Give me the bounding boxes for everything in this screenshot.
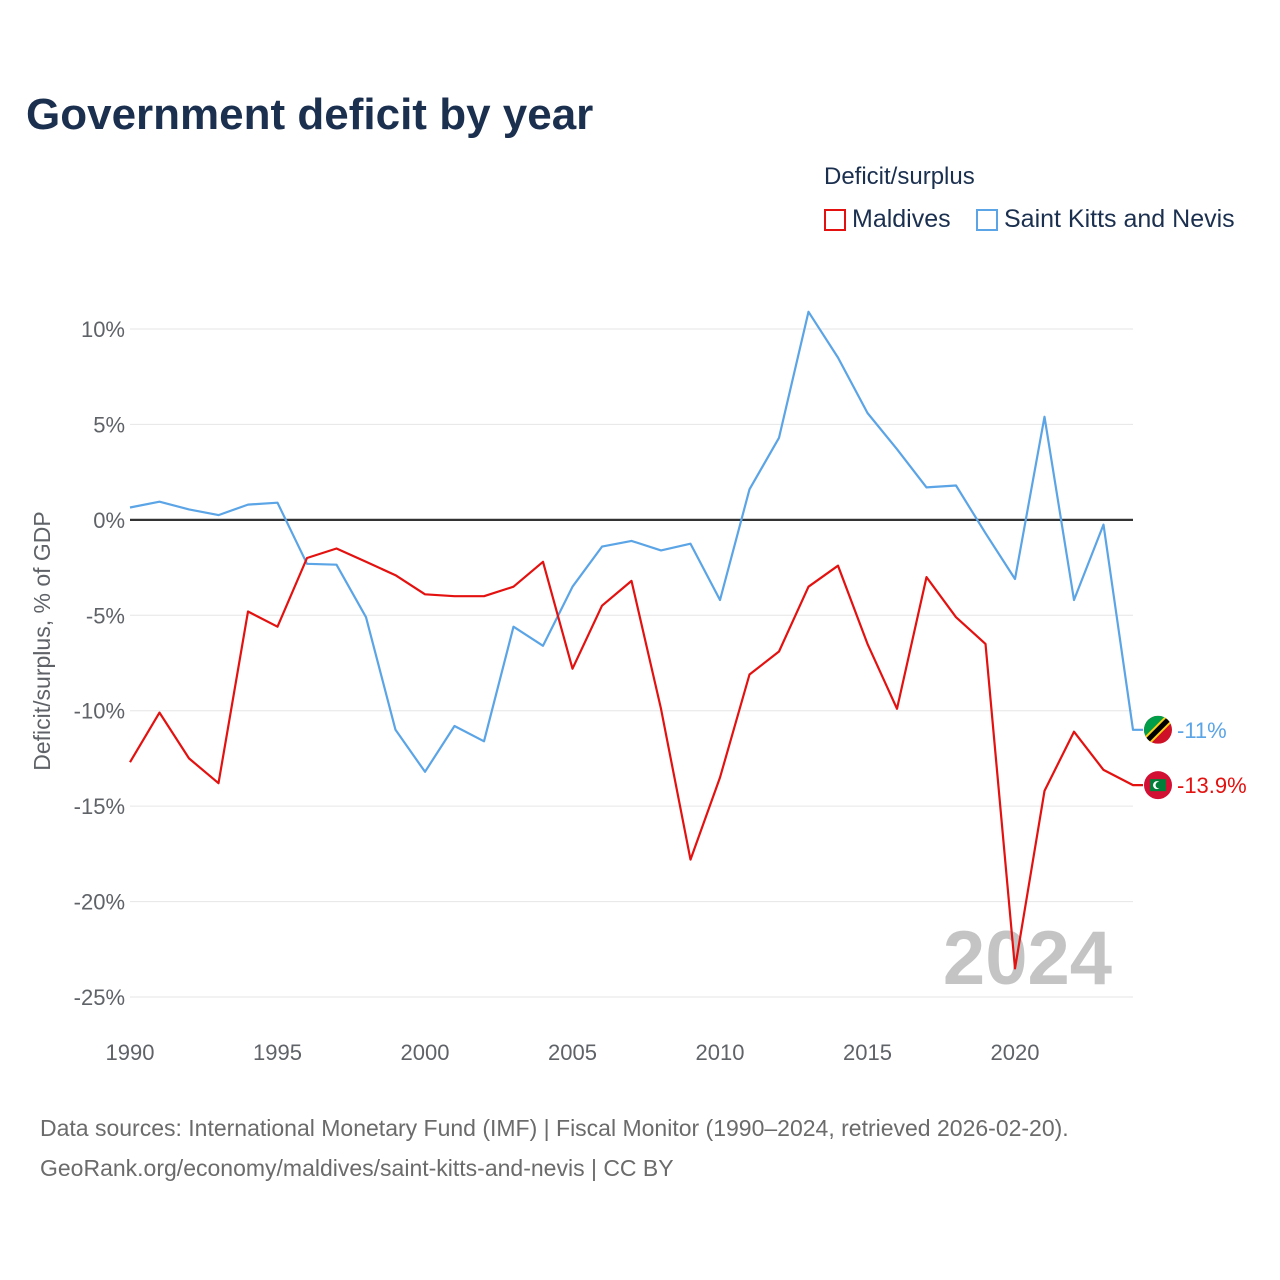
y-tick-label: 0% [93,508,125,533]
x-tick-label: 2010 [696,1040,745,1065]
end-label-saint-kitts-and-nevis: -11% [1177,718,1227,743]
y-axis: 10% 5% 0% -5% -10% -15% -20% -25% [74,317,125,1010]
saint-kitts-and-nevis-flag-icon [1144,715,1172,744]
gridlines [130,328,1133,998]
flag-body [1144,715,1172,744]
chart-title: Government deficit by year [26,90,594,139]
maldives-flag-icon [1144,771,1172,800]
legend-item-maldives[interactable]: Maldives [824,205,951,234]
x-tick-label: 2000 [401,1040,450,1065]
series-line-saint-kitts-and-nevis [129,310,1143,773]
y-axis-label: Deficit/surplus, % of GDP [29,511,55,770]
x-tick-label: 2015 [843,1040,892,1065]
series-lines [129,310,1143,970]
legend-label-maldives: Maldives [852,205,951,233]
legend-swatch-saint-kitts-and-nevis [976,208,998,231]
x-tick-label: 1995 [253,1040,302,1065]
legend-title: Deficit/surplus [824,163,975,190]
end-markers: -11% -13.9% [1144,715,1247,800]
y-tick-label: -10% [74,699,125,724]
y-tick-label: -15% [74,794,125,819]
flag-crescent-cut [1155,781,1163,789]
year-watermark: 2024 [943,916,1112,1001]
legend-swatch-maldives [824,208,846,231]
y-tick-label: 5% [93,412,125,437]
series-line-maldives [129,547,1143,970]
end-label-maldives: -13.9% [1177,773,1247,798]
x-tick-label: 1990 [106,1040,155,1065]
x-tick-label: 2005 [548,1040,597,1065]
y-tick-label: -5% [86,603,125,628]
legend-label-saint-kitts-and-nevis: Saint Kitts and Nevis [1004,205,1235,233]
legend-item-saint-kitts-and-nevis[interactable]: Saint Kitts and Nevis [976,205,1235,234]
x-axis: 1990 1995 2000 2005 2010 2015 2020 [106,1040,1040,1065]
source-note: Data sources: International Monetary Fun… [40,1108,1069,1188]
y-tick-label: 10% [81,317,125,342]
source-line-1: Data sources: International Monetary Fun… [40,1115,1069,1141]
x-tick-label: 2020 [991,1040,1040,1065]
source-line-2[interactable]: GeoRank.org/economy/maldives/saint-kitts… [40,1155,674,1181]
y-tick-label: -20% [74,890,125,915]
y-tick-label: -25% [74,985,125,1010]
